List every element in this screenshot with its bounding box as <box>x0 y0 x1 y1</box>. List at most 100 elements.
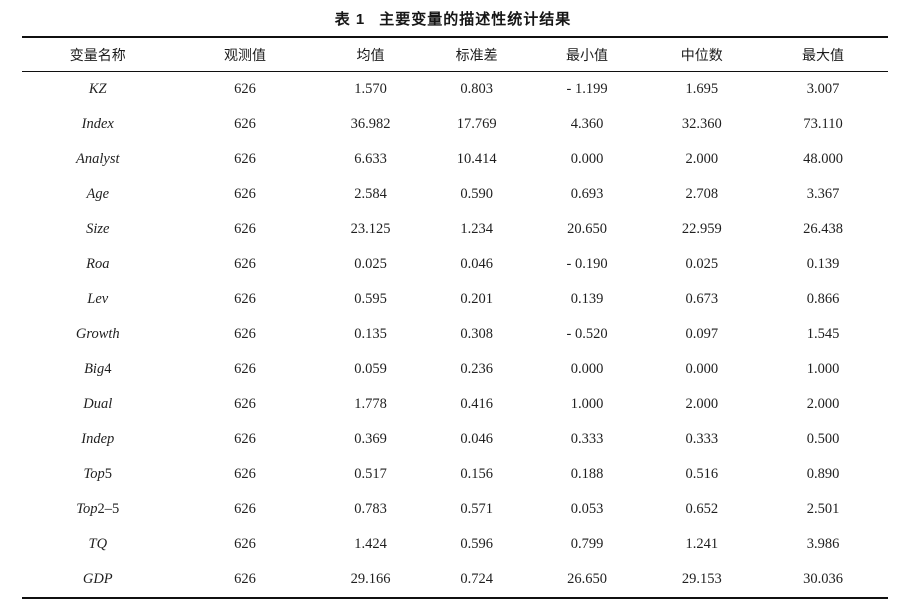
std-dev-cell: 0.156 <box>460 466 493 482</box>
observations-cell: 626 <box>234 151 256 167</box>
column-header-max: 最大值 <box>758 37 888 72</box>
max-cell: 0.139 <box>806 256 840 272</box>
std-dev-cell: 0.416 <box>460 396 493 412</box>
table-row: TQ 626 1.424 0.596 0.799 1.241 3.986 <box>22 527 888 562</box>
min-cell: 1.000 <box>570 396 604 412</box>
min-cell: 0.000 <box>570 361 604 377</box>
mean-cell: 1.778 <box>354 396 387 412</box>
median-cell: 2.000 <box>685 151 719 167</box>
variable-name-cell: Lev <box>87 291 109 307</box>
variable-name-cell: Analyst <box>76 151 120 167</box>
min-cell: 0.000 <box>570 151 604 167</box>
min-cell: 20.650 <box>567 221 607 237</box>
table-row: Indep 626 0.369 0.046 0.333 0.333 0.500 <box>22 422 888 457</box>
max-cell: 0.890 <box>806 466 840 482</box>
max-cell: 48.000 <box>803 151 843 167</box>
column-header-observations: 观测值 <box>173 37 317 72</box>
std-dev-cell: 0.571 <box>460 501 493 517</box>
max-cell: 26.438 <box>803 221 843 237</box>
header-row: 变量名称 观测值 均值 标准差 最小值 中位数 最大值 <box>22 37 888 72</box>
mean-cell: 1.424 <box>354 536 387 552</box>
table-row: Big4 626 0.059 0.236 0.000 0.000 1.000 <box>22 352 888 387</box>
min-cell: 26.650 <box>567 571 607 587</box>
variable-name-cell: Indep <box>81 431 115 447</box>
column-header-min: 最小值 <box>528 37 646 72</box>
variable-name-cell: KZ <box>88 81 107 97</box>
observations-cell: 626 <box>234 256 256 272</box>
std-dev-cell: 0.803 <box>460 81 493 97</box>
observations-cell: 626 <box>234 396 256 412</box>
median-cell: 2.708 <box>685 186 719 202</box>
mean-cell: 0.783 <box>354 501 387 517</box>
mean-cell: 0.135 <box>354 326 387 342</box>
mean-cell: 0.517 <box>354 466 387 482</box>
median-cell: 0.516 <box>685 466 719 482</box>
table-row: Growth 626 0.135 0.308 - 0.520 0.097 1.5… <box>22 317 888 352</box>
max-cell: 0.866 <box>806 291 840 307</box>
max-cell: 2.501 <box>806 501 840 517</box>
max-cell: 73.110 <box>803 116 843 132</box>
observations-cell: 626 <box>234 326 256 342</box>
observations-cell: 626 <box>234 501 256 517</box>
table-row: GDP 626 29.166 0.724 26.650 29.153 30.03… <box>22 562 888 598</box>
observations-cell: 626 <box>234 116 256 132</box>
min-cell: - 1.199 <box>566 81 608 97</box>
variable-name-cell: Size <box>86 221 110 237</box>
table-row: Size 626 23.125 1.234 20.650 22.959 26.4… <box>22 212 888 247</box>
table-row: Roa 626 0.025 0.046 - 0.190 0.025 0.139 <box>22 247 888 282</box>
table-row: Analyst 626 6.633 10.414 0.000 2.000 48.… <box>22 142 888 177</box>
std-dev-cell: 0.236 <box>460 361 493 377</box>
std-dev-cell: 0.046 <box>460 431 493 447</box>
std-dev-cell: 0.308 <box>460 326 493 342</box>
min-cell: 0.333 <box>570 431 604 447</box>
mean-cell: 6.633 <box>354 151 387 167</box>
table-caption: 表 1 主要变量的描述性统计结果 <box>0 0 906 36</box>
median-cell: 32.360 <box>681 116 722 132</box>
table-row: KZ 626 1.570 0.803 - 1.199 1.695 3.007 <box>22 72 888 108</box>
min-cell: - 0.520 <box>566 326 608 342</box>
mean-cell: 0.369 <box>354 431 387 447</box>
max-cell: 2.000 <box>806 396 840 412</box>
observations-cell: 626 <box>234 361 256 377</box>
table-row: Top2–5 626 0.783 0.571 0.053 0.652 2.501 <box>22 492 888 527</box>
mean-cell: 0.059 <box>354 361 387 377</box>
std-dev-cell: 0.046 <box>460 256 493 272</box>
variable-name-cell: Dual <box>83 396 113 412</box>
median-cell: 0.000 <box>685 361 719 377</box>
variable-name-cell: Top5 <box>83 466 113 482</box>
mean-cell: 0.025 <box>354 256 387 272</box>
min-cell: 0.188 <box>570 466 604 482</box>
table-row: Lev 626 0.595 0.201 0.139 0.673 0.866 <box>22 282 888 317</box>
median-cell: 0.097 <box>685 326 719 342</box>
column-header-median: 中位数 <box>645 37 759 72</box>
std-dev-cell: 0.596 <box>460 536 493 552</box>
median-cell: 1.241 <box>685 536 719 552</box>
column-header-variable-name: 变量名称 <box>22 37 174 72</box>
median-cell: 0.673 <box>685 291 719 307</box>
variable-name-cell: Big4 <box>84 361 112 377</box>
column-header-std-dev: 标准差 <box>424 37 529 72</box>
table-row: Dual 626 1.778 0.416 1.000 2.000 2.000 <box>22 387 888 422</box>
min-cell: 0.139 <box>570 291 604 307</box>
observations-cell: 626 <box>234 221 256 237</box>
max-cell: 3.367 <box>806 186 840 202</box>
observations-cell: 626 <box>234 291 256 307</box>
min-cell: 0.799 <box>570 536 604 552</box>
std-dev-cell: 1.234 <box>460 221 493 237</box>
max-cell: 1.000 <box>806 361 840 377</box>
table-row: Index 626 36.982 17.769 4.360 32.360 73.… <box>22 107 888 142</box>
median-cell: 0.652 <box>685 501 719 517</box>
max-cell: 3.007 <box>806 81 840 97</box>
mean-cell: 29.166 <box>350 571 391 587</box>
observations-cell: 626 <box>234 431 256 447</box>
max-cell: 0.500 <box>806 431 840 447</box>
mean-cell: 2.584 <box>354 186 387 202</box>
max-cell: 3.986 <box>806 536 840 552</box>
variable-name-cell: Age <box>86 186 110 202</box>
std-dev-cell: 0.724 <box>460 571 493 587</box>
table-caption-title: 主要变量的描述性统计结果 <box>379 10 572 28</box>
variable-name-cell: Growth <box>75 326 120 342</box>
table-caption-label: 表 1 <box>334 10 366 28</box>
mean-cell: 36.982 <box>350 116 391 132</box>
